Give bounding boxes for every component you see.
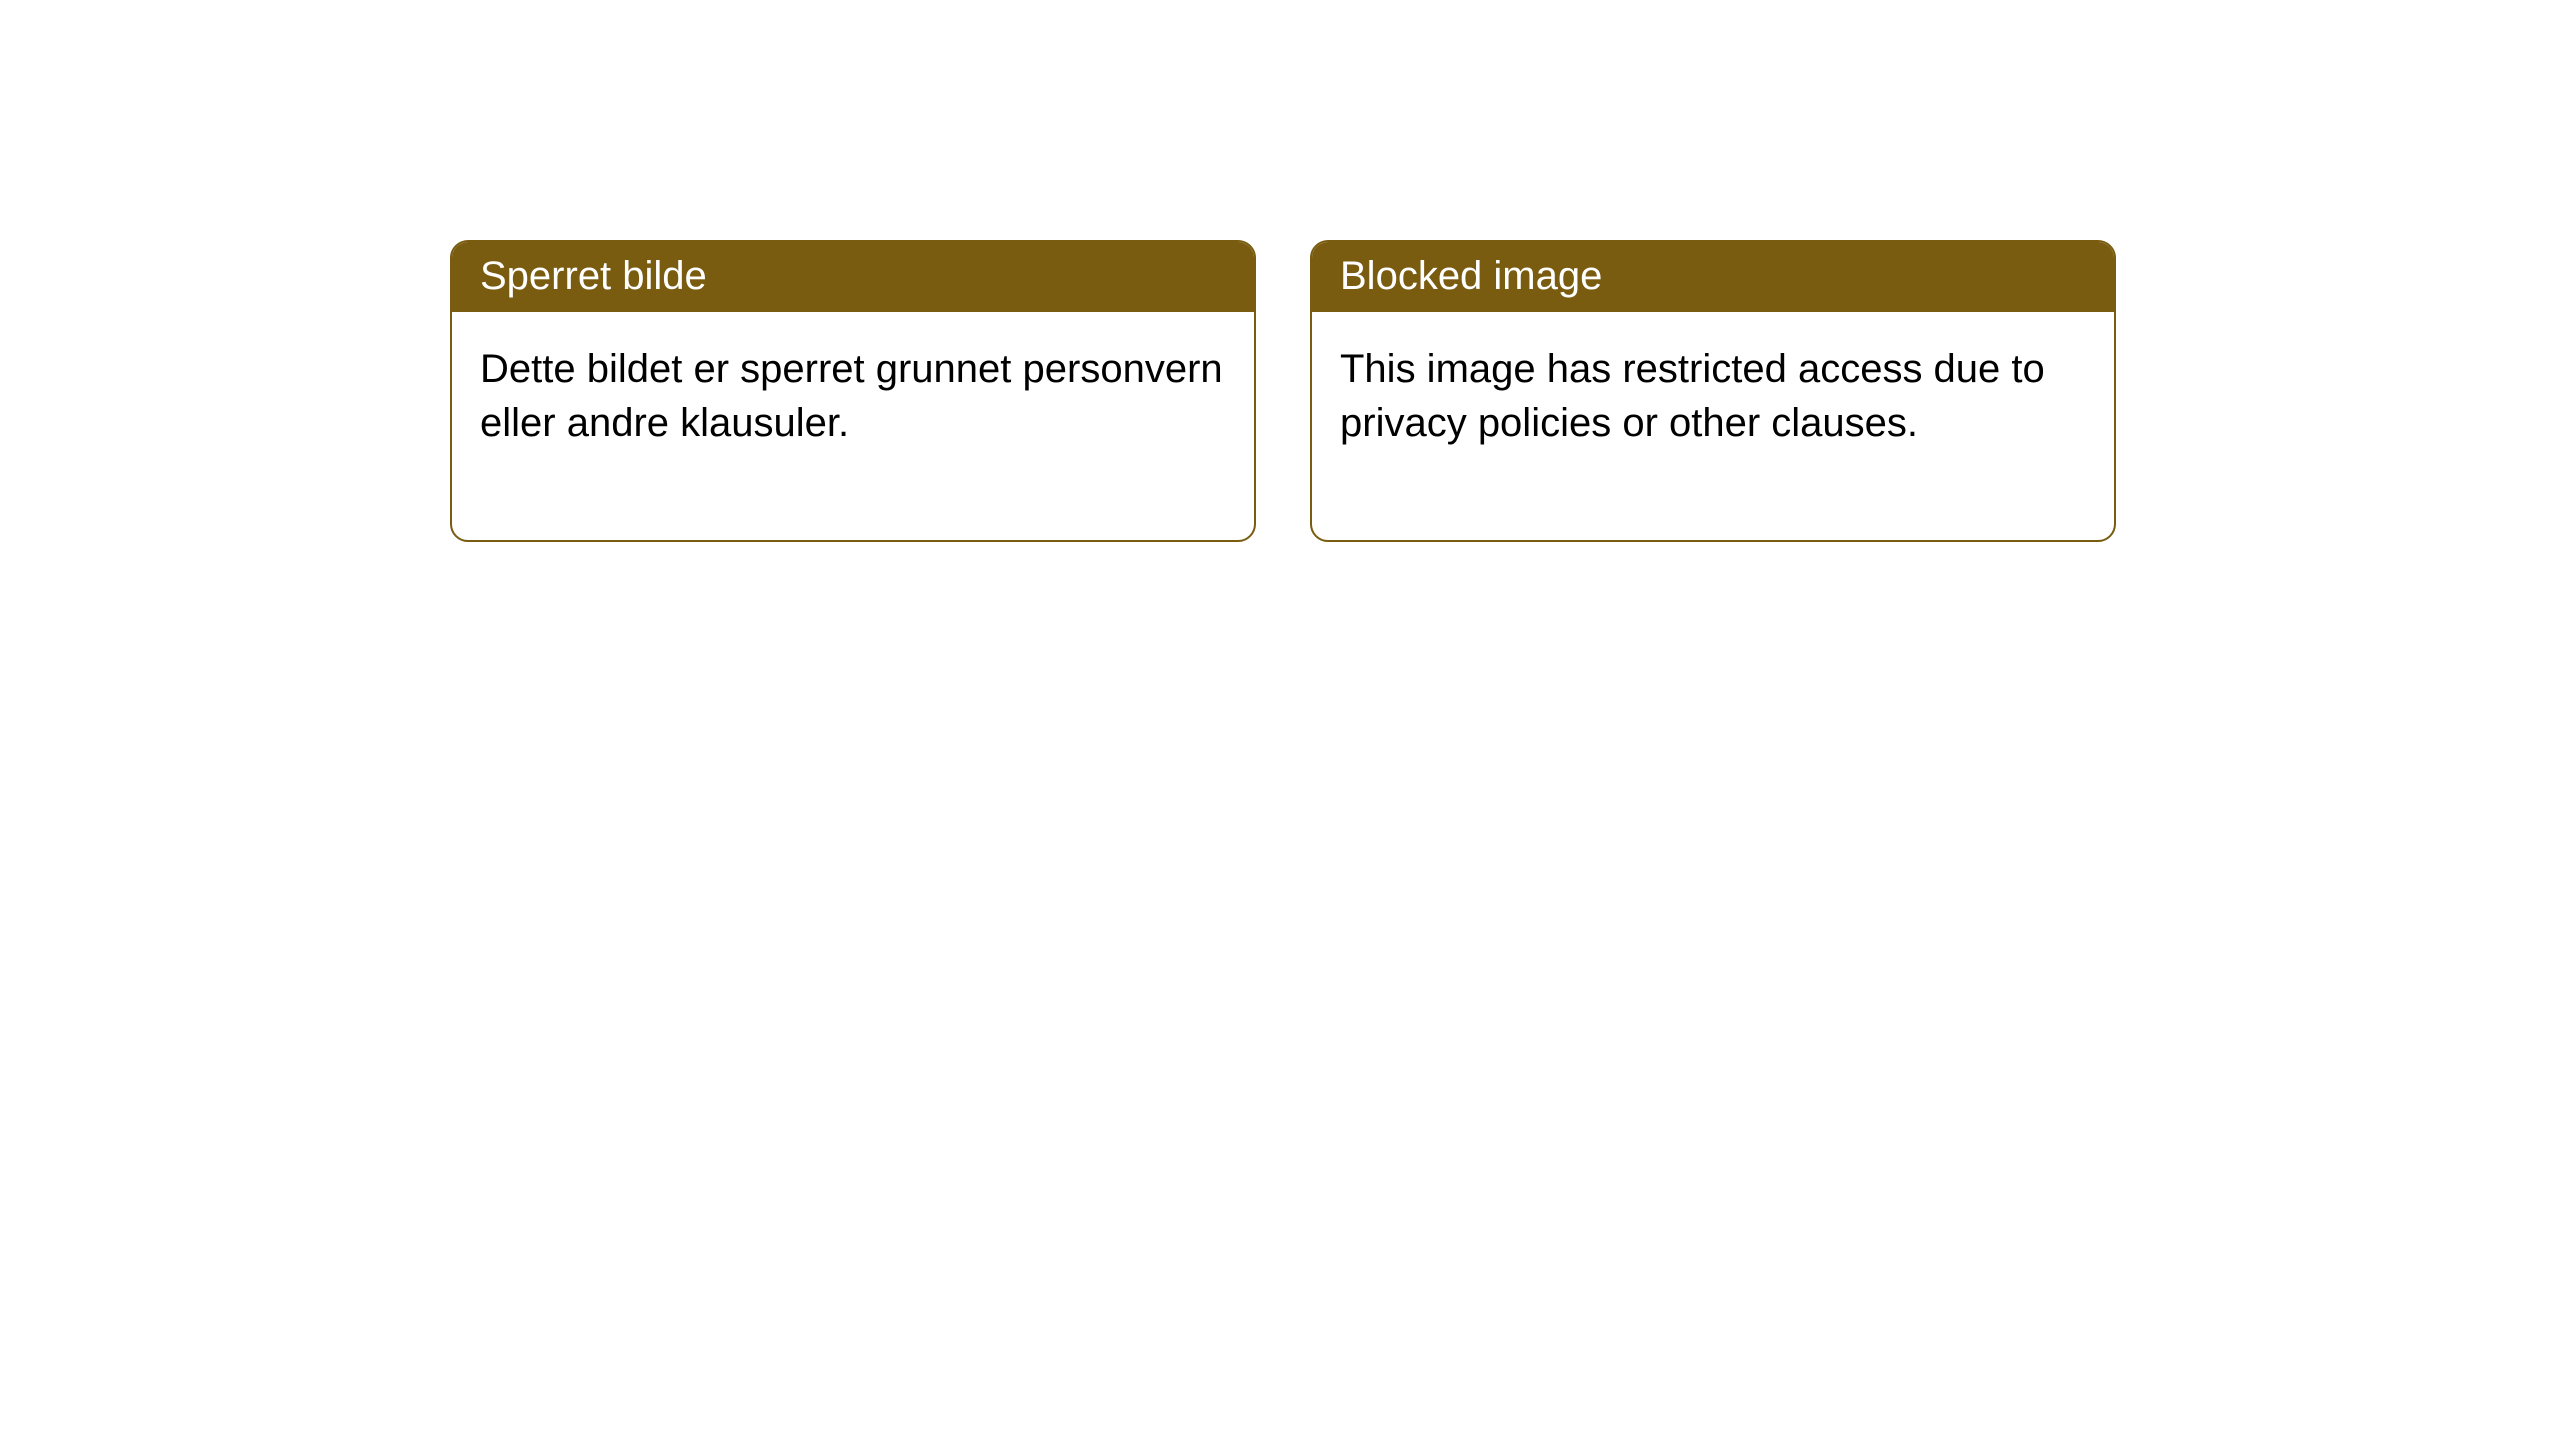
notice-card-en: Blocked image This image has restricted …	[1310, 240, 2116, 542]
notice-header-no: Sperret bilde	[452, 242, 1254, 312]
notice-body-en: This image has restricted access due to …	[1312, 312, 2114, 540]
notice-card-no: Sperret bilde Dette bildet er sperret gr…	[450, 240, 1256, 542]
notice-header-en: Blocked image	[1312, 242, 2114, 312]
notice-body-no: Dette bildet er sperret grunnet personve…	[452, 312, 1254, 540]
notice-container: Sperret bilde Dette bildet er sperret gr…	[0, 0, 2560, 542]
